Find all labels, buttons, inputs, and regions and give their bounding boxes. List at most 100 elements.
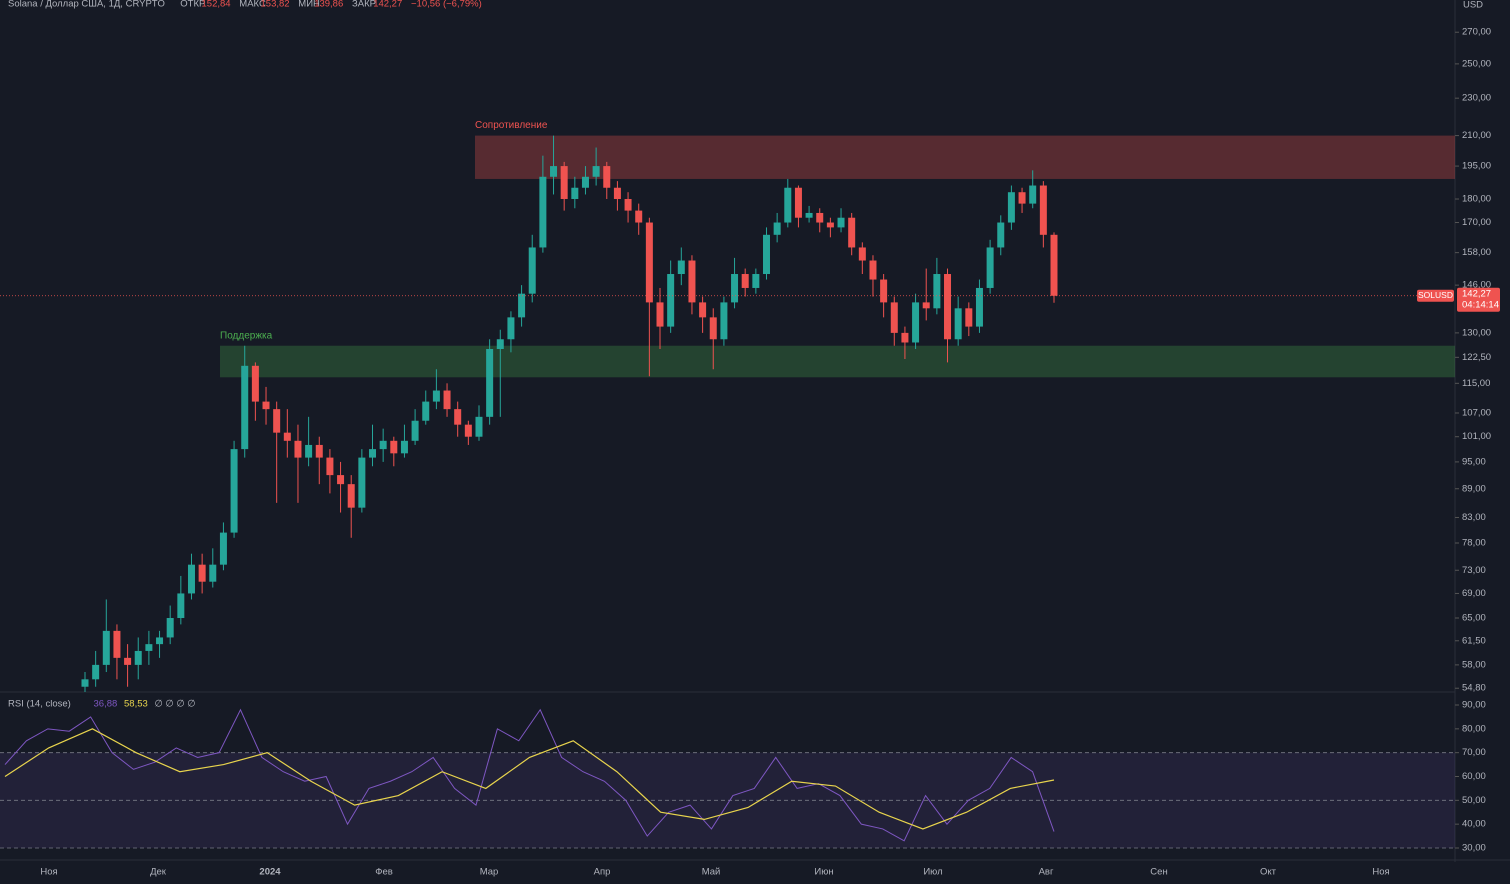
x-tick-label: Мар <box>480 867 499 878</box>
candle-body <box>1018 192 1026 204</box>
candle-body <box>720 302 728 340</box>
candle-body <box>656 302 664 327</box>
candle-body <box>198 564 206 582</box>
candle-body <box>624 199 632 211</box>
candle-body <box>134 650 142 665</box>
candle-body <box>92 664 100 680</box>
x-tick-label: Окт <box>1260 867 1277 878</box>
candle-body <box>922 302 930 309</box>
rsi-legend: RSI (14, close) <box>8 699 71 710</box>
candle-body <box>177 593 185 619</box>
candle-body <box>464 424 472 437</box>
y-tick-label: 60,00 <box>1462 771 1486 782</box>
y-tick-label: 78,00 <box>1462 538 1486 549</box>
candle-body <box>251 365 259 402</box>
candle-body <box>219 532 227 565</box>
candle-body <box>518 293 526 318</box>
y-tick-label: 80,00 <box>1462 723 1486 734</box>
candle-body <box>230 449 238 533</box>
candle-body <box>369 449 377 458</box>
x-tick-label: Дек <box>150 867 167 878</box>
candle-body <box>337 475 345 485</box>
rsi-line <box>4 728 1055 830</box>
rsi-line <box>4 708 1055 842</box>
price-badge <box>1457 287 1500 312</box>
candle-body <box>677 260 685 275</box>
x-tick-label: Апр <box>594 867 611 878</box>
header-value: 142,27 <box>373 0 402 10</box>
rsi-placeholders: ∅ ∅ ∅ ∅ <box>155 699 196 710</box>
candle-body <box>667 274 675 327</box>
symbol-label: SOLUSD <box>1418 290 1453 300</box>
candle-body <box>347 484 355 508</box>
header-label: ОТКР <box>180 0 205 10</box>
y-tick-label: 195,00 <box>1462 161 1491 172</box>
candle-body <box>869 260 877 280</box>
y-tick-label: 50,00 <box>1462 795 1486 806</box>
candle-body <box>454 409 462 425</box>
candle-body <box>762 234 770 275</box>
y-tick-label: 58,00 <box>1462 659 1486 670</box>
candle-body <box>699 302 707 318</box>
candle-body <box>944 274 952 340</box>
candle-body <box>273 409 281 433</box>
x-tick-label: Ноя <box>1372 867 1389 878</box>
candle-body <box>1007 192 1015 223</box>
candle-body <box>816 212 824 223</box>
candle-body <box>241 365 249 450</box>
candle-body <box>475 416 483 437</box>
chart-title: Solana / Доллар США, 1Д, CRYPTO <box>8 0 165 10</box>
candle-body <box>880 279 888 303</box>
zone <box>220 345 1455 378</box>
candle-body <box>613 187 621 200</box>
y-tick-label: 30,00 <box>1462 843 1486 854</box>
rsi-value: 58,53 <box>124 699 148 710</box>
y-tick-label: 130,00 <box>1462 327 1491 338</box>
candle-body <box>145 644 153 651</box>
y-tick-label: 73,00 <box>1462 565 1486 576</box>
y-tick-label: 180,00 <box>1462 194 1491 205</box>
y-tick-label: 115,00 <box>1462 378 1490 389</box>
candle-body <box>635 210 643 223</box>
candle-body <box>773 222 781 235</box>
y-tick-label: 230,00 <box>1462 93 1491 104</box>
candle-body <box>262 401 270 410</box>
candle-body <box>571 187 579 200</box>
candle-body <box>379 440 387 450</box>
candle-body <box>102 630 110 665</box>
y-tick-label: 101,00 <box>1462 431 1491 442</box>
candle-body <box>486 349 494 417</box>
header-label: ЗАКР <box>352 0 376 10</box>
candle-body <box>794 187 802 218</box>
candle-body <box>581 176 589 188</box>
candle-body <box>422 401 430 421</box>
zone-label: Поддержка <box>220 330 273 341</box>
candle-body <box>507 317 515 340</box>
candle-body <box>124 657 132 665</box>
y-tick-label: 158,00 <box>1462 247 1491 258</box>
candle-body <box>954 308 962 340</box>
candle-body <box>390 440 398 454</box>
currency: USD <box>1463 0 1483 11</box>
header-change: −10,56 (−6,79%) <box>411 0 482 10</box>
candle-body <box>688 260 696 303</box>
x-tick-label: Ноя <box>40 867 57 878</box>
candle-body <box>805 212 813 218</box>
candle-body <box>975 287 983 327</box>
candle-body <box>358 457 366 508</box>
y-tick-label: 61,50 <box>1462 635 1486 646</box>
zone <box>475 135 1455 179</box>
candle-body <box>848 217 856 248</box>
y-tick-label: 90,00 <box>1462 700 1486 711</box>
header-value: 152,84 <box>202 0 231 10</box>
candle-body <box>890 302 898 333</box>
candle-body <box>1029 185 1037 204</box>
candle-body <box>315 444 323 458</box>
y-tick-label: 95,00 <box>1462 456 1486 467</box>
y-tick-label: 170,00 <box>1462 217 1491 228</box>
candle-body <box>283 432 291 441</box>
y-tick-label: 40,00 <box>1462 819 1486 830</box>
y-tick-label: 70,00 <box>1462 747 1486 758</box>
